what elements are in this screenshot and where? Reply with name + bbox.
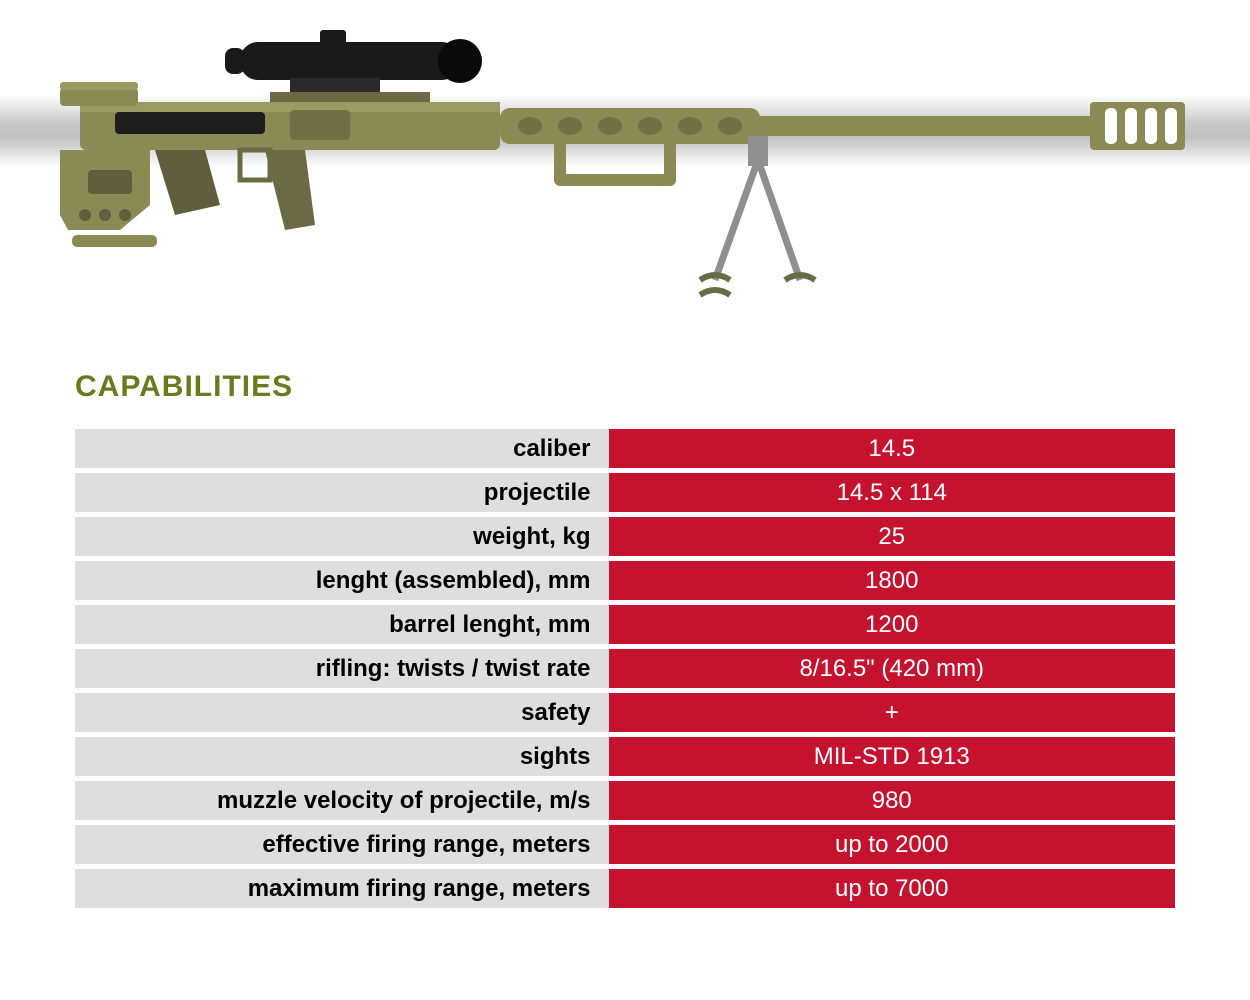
spec-label: projectile: [75, 473, 609, 517]
spec-value: up to 7000: [609, 869, 1176, 913]
barrel: [760, 116, 1090, 136]
table-row: rifling: twists / twist rate8/16.5" (420…: [75, 649, 1175, 693]
spec-label: caliber: [75, 429, 609, 473]
content-area: CAPABILITIES caliber14.5projectile14.5 х…: [0, 370, 1250, 913]
spec-label: safety: [75, 693, 609, 737]
spec-value: 25: [609, 517, 1176, 561]
spec-label: muzzle velocity of projectile, m/s: [75, 781, 609, 825]
spec-value: 14.5: [609, 429, 1176, 473]
bipod: [700, 136, 815, 295]
table-row: safety+: [75, 693, 1175, 737]
handguard: [500, 108, 760, 180]
scope-icon: [225, 30, 482, 102]
spec-label: effective firing range, meters: [75, 825, 609, 869]
spec-label: weight, kg: [75, 517, 609, 561]
spec-label: rifling: twists / twist rate: [75, 649, 609, 693]
spec-value: up to 2000: [609, 825, 1176, 869]
table-row: lenght (assembled), mm1800: [75, 561, 1175, 605]
spec-value: 980: [609, 781, 1176, 825]
spec-label: lenght (assembled), mm: [75, 561, 609, 605]
rifle-illustration: [60, 30, 1190, 330]
capabilities-table: caliber14.5projectile14.5 х 114weight, k…: [75, 429, 1175, 913]
spec-label: barrel lenght, mm: [75, 605, 609, 649]
hero-image-area: [0, 0, 1250, 370]
spec-value: +: [609, 693, 1176, 737]
spec-value: 8/16.5" (420 mm): [609, 649, 1176, 693]
muzzle-brake: [1090, 102, 1185, 150]
table-row: sightsMIL-STD 1913: [75, 737, 1175, 781]
spec-label: sights: [75, 737, 609, 781]
section-title: CAPABILITIES: [75, 370, 1175, 404]
table-row: weight, kg25: [75, 517, 1175, 561]
table-row: muzzle velocity of projectile, m/s980: [75, 781, 1175, 825]
spec-value: 14.5 х 114: [609, 473, 1176, 517]
table-row: effective firing range, metersup to 2000: [75, 825, 1175, 869]
table-row: maximum firing range, metersup to 7000: [75, 869, 1175, 913]
spec-value: 1800: [609, 561, 1176, 605]
table-row: caliber14.5: [75, 429, 1175, 473]
spec-value: MIL-STD 1913: [609, 737, 1176, 781]
receiver-body: [60, 82, 500, 247]
spec-label: maximum firing range, meters: [75, 869, 609, 913]
table-row: projectile14.5 х 114: [75, 473, 1175, 517]
spec-value: 1200: [609, 605, 1176, 649]
table-row: barrel lenght, mm1200: [75, 605, 1175, 649]
